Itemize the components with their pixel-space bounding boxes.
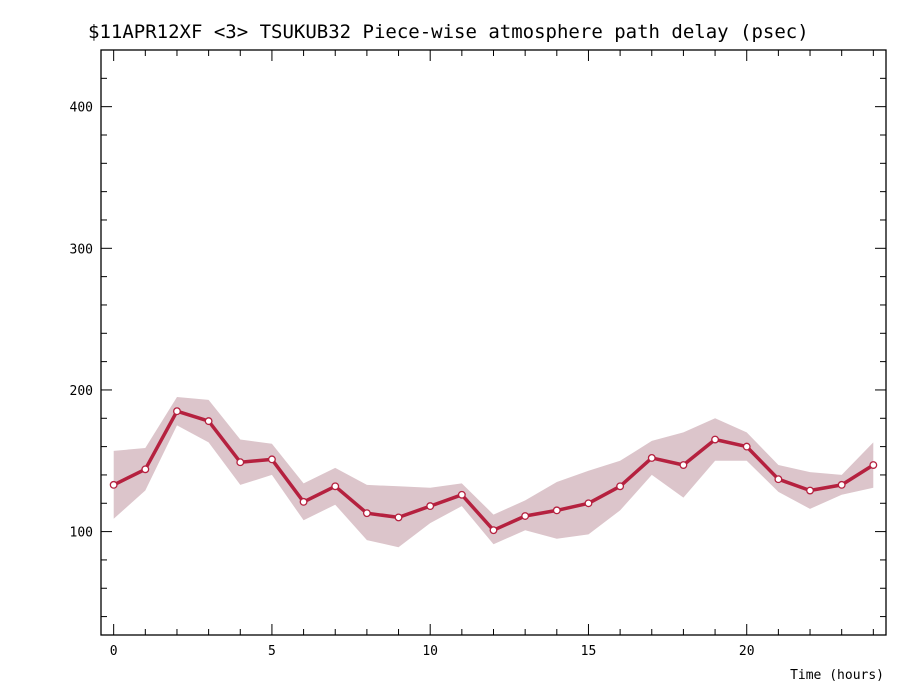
data-point	[394, 513, 403, 522]
data-point	[521, 512, 530, 520]
data-point	[837, 480, 846, 489]
data-point	[426, 502, 435, 511]
chart-title: $11APR12XF <3> TSUKUB32 Piece-wise atmos…	[88, 21, 809, 43]
data-point	[616, 482, 625, 491]
data-point	[711, 435, 720, 444]
x-axis-label: Time (hours)	[790, 668, 884, 683]
data-point	[331, 482, 340, 491]
data-point	[869, 461, 878, 469]
data-point	[774, 475, 783, 484]
data-point	[742, 442, 751, 451]
data-point	[552, 506, 561, 515]
uncertainty-band	[113, 397, 874, 548]
data-point	[236, 458, 245, 467]
data-point	[362, 509, 371, 518]
x-tick-label: 10	[422, 644, 438, 659]
plot-frame	[100, 49, 887, 636]
y-tick-label: 300	[70, 242, 93, 257]
data-point	[109, 480, 118, 489]
data-point	[299, 497, 308, 506]
data-point	[679, 461, 688, 469]
x-tick-label: 0	[110, 644, 118, 659]
data-point	[267, 455, 276, 464]
data-point	[173, 407, 181, 416]
x-tick-label: 5	[268, 644, 276, 659]
x-tick-label: 15	[581, 644, 597, 659]
data-point	[457, 490, 466, 499]
data-point	[204, 417, 213, 426]
y-tick-label: 400	[70, 101, 93, 116]
data-point	[806, 486, 814, 495]
y-tick-label: 100	[70, 526, 93, 541]
data-point	[489, 526, 498, 535]
data-point	[584, 499, 593, 508]
x-tick-label: 20	[739, 644, 755, 659]
y-tick-label: 200	[70, 384, 93, 399]
data-point	[647, 453, 656, 462]
data-point	[141, 465, 150, 474]
